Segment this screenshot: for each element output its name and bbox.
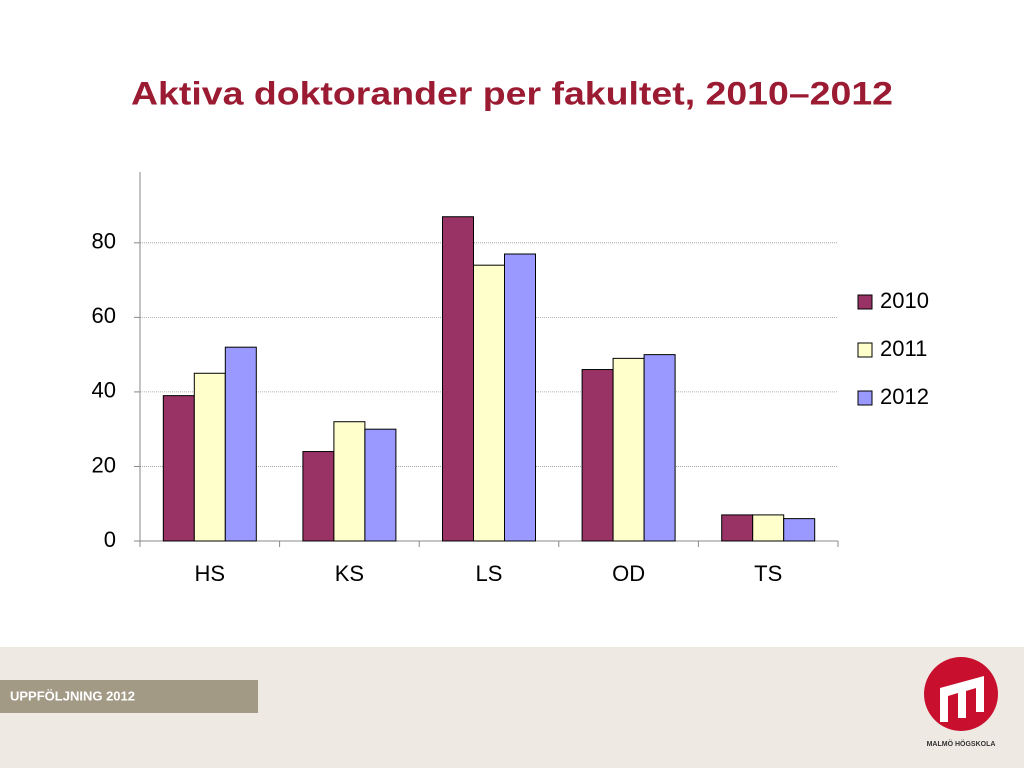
y-tick-label: 80 [92, 229, 116, 254]
bar [442, 216, 474, 542]
bar [224, 346, 257, 542]
bar [752, 514, 785, 542]
x-tick-label: LS [476, 561, 503, 586]
footer-label: UPPFÖLJNING 2012 [10, 688, 135, 703]
y-tick-label: 0 [104, 527, 116, 552]
legend-label: 2011 [880, 336, 927, 361]
logo: MALMÖ HÖGSKOLA [924, 657, 998, 748]
bar [504, 253, 536, 542]
bar [581, 369, 614, 542]
chart-title: Aktiva doktorander per fakultet, 2010–20… [131, 75, 893, 111]
bar [721, 514, 754, 542]
y-tick-label: 20 [92, 452, 116, 477]
bar [473, 264, 505, 542]
logo-mark [940, 676, 984, 722]
x-tick-label: KS [335, 561, 364, 586]
legend-label: 2012 [880, 384, 929, 409]
legend-swatch [857, 294, 873, 310]
bar [162, 395, 195, 542]
logo-text: MALMÖ HÖGSKOLA [927, 739, 996, 748]
y-tick-label: 40 [92, 378, 116, 403]
bar [333, 421, 366, 542]
x-tick-label: HS [195, 561, 226, 586]
bar [364, 428, 397, 542]
x-tick-label: OD [612, 561, 645, 586]
bar [783, 518, 816, 542]
legend-swatch [857, 390, 873, 406]
x-tick-label: TS [754, 561, 782, 586]
bar [193, 372, 226, 542]
y-tick-label: 60 [92, 303, 116, 328]
legend-label: 2010 [880, 288, 929, 313]
bar [612, 357, 645, 542]
bar [302, 451, 335, 542]
bar [643, 354, 676, 542]
legend-swatch [857, 342, 873, 358]
footer-tab [0, 680, 258, 713]
